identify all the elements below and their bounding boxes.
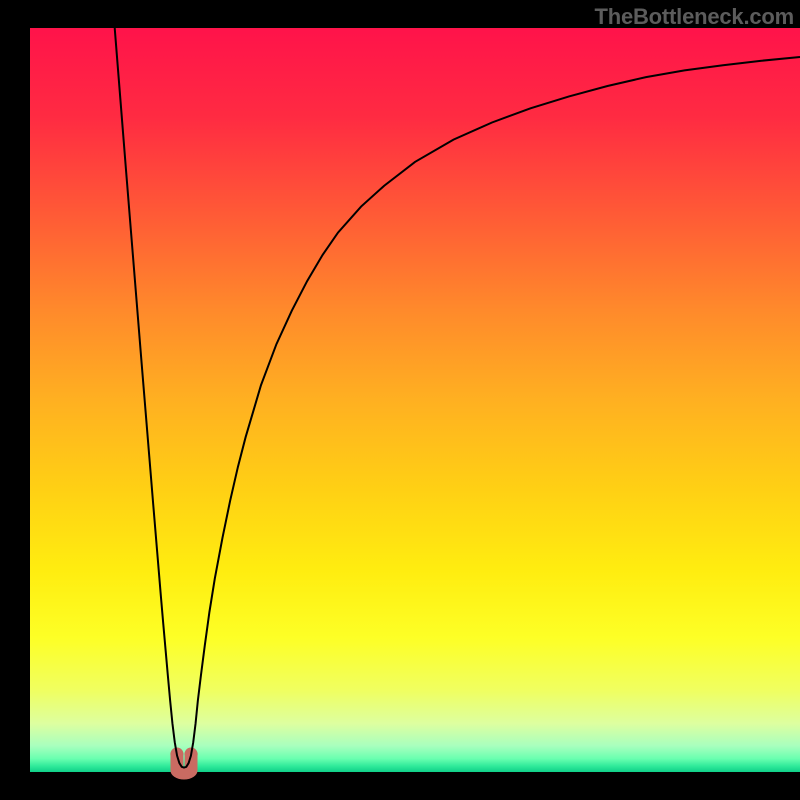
bottleneck-chart: TheBottleneck.com	[0, 0, 800, 800]
watermark-text: TheBottleneck.com	[594, 4, 794, 30]
chart-svg	[0, 0, 800, 800]
